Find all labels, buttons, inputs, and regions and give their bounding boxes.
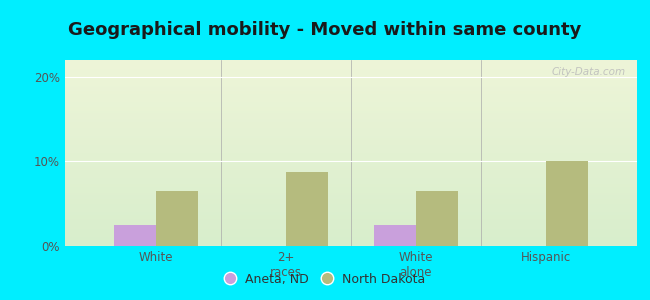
Bar bbox=[114, 225, 156, 246]
Bar bbox=[546, 161, 588, 246]
Text: City-Data.com: City-Data.com bbox=[551, 68, 625, 77]
Bar bbox=[416, 191, 458, 246]
Bar bbox=[156, 191, 198, 246]
Legend: Aneta, ND, North Dakota: Aneta, ND, North Dakota bbox=[220, 268, 430, 291]
Bar bbox=[286, 172, 328, 246]
Text: Geographical mobility - Moved within same county: Geographical mobility - Moved within sam… bbox=[68, 21, 582, 39]
Bar bbox=[374, 225, 416, 246]
